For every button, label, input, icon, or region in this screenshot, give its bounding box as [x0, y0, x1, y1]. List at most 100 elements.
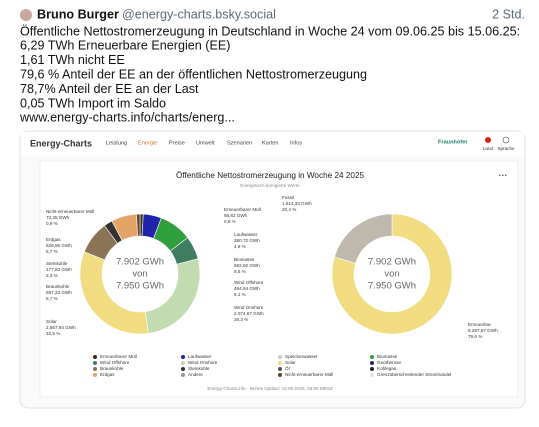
- segment-percent: 0,8 %: [224, 219, 236, 224]
- segment-percent: 0,9 %: [46, 221, 58, 226]
- segment-value: 526,85 GWh: [46, 243, 72, 248]
- center-label: 7.950 GWh: [368, 281, 416, 292]
- segment-percent: 4,8 %: [234, 244, 246, 249]
- menu-item[interactable]: Infos: [290, 140, 302, 146]
- globe[interactable]: [502, 136, 510, 144]
- segment-name: Nicht-erneuerbarer Müll: [46, 209, 94, 214]
- menu-item[interactable]: Karten: [262, 140, 278, 146]
- center-label: von: [384, 269, 399, 280]
- handle[interactable]: @energy-charts.bsky.social: [122, 7, 276, 21]
- segment-name: Wind Offshore: [234, 280, 264, 285]
- sprache[interactable]: Sprache: [497, 146, 515, 151]
- segment-percent: 6,7 %: [46, 249, 58, 254]
- legend-label[interactable]: Geothermie: [377, 360, 401, 365]
- donut-segment: [136, 213, 141, 237]
- segment-value: 177,83 GWh: [46, 267, 72, 272]
- segment-name: Erneuerbarer Müll: [224, 207, 261, 212]
- legend-swatch: [370, 361, 374, 365]
- menu-item[interactable]: Energie: [138, 140, 157, 146]
- segment-value: 2.567,94 GWh: [46, 325, 76, 330]
- donut-segment: [334, 213, 393, 264]
- text-line: 6,29 TWh Erneuerbare Energien (EE): [20, 39, 230, 53]
- segment-value: 682,92 GWh: [234, 263, 260, 268]
- footer: Energy-Charts.info - letztes Update: 16.…: [207, 386, 333, 391]
- legend-swatch: [278, 361, 282, 365]
- legend-label[interactable]: Erneuerbarer Müll: [100, 354, 137, 359]
- segment-value: 484,64 GWh: [234, 286, 260, 291]
- text-line: 79,6 % Anteil der EE an der öffentlichen…: [20, 68, 367, 82]
- text-line: www.energy-charts.info/charts/energ...: [19, 111, 235, 125]
- logo[interactable]: Energy-Charts: [30, 138, 92, 148]
- segment-value: 1.614,33 GWh: [282, 201, 312, 206]
- legend-swatch: [370, 355, 374, 359]
- segment-percent: 6,1 %: [234, 292, 246, 297]
- menu-item[interactable]: Leistung: [106, 140, 127, 146]
- legend-swatch: [181, 373, 185, 377]
- segment-name: Solar: [46, 319, 57, 324]
- legend-swatch: [93, 361, 97, 365]
- legend-label[interactable]: Wind Offshore: [100, 360, 130, 365]
- legend-swatch: [278, 373, 282, 377]
- flag[interactable]: [485, 137, 491, 143]
- segment-percent: 32,5 %: [46, 331, 60, 336]
- menu-item[interactable]: Preise: [169, 140, 185, 146]
- avatar[interactable]: [20, 9, 32, 21]
- segment-name: Fossil: [282, 195, 294, 200]
- menu-item[interactable]: Umwelt: [196, 140, 215, 146]
- legend-label[interactable]: Braunkohle: [100, 366, 124, 371]
- legend-swatch: [278, 367, 282, 371]
- segment-percent: 8,6 %: [234, 269, 246, 274]
- segment-name: Erdgas: [46, 237, 61, 242]
- brand: Fraunhofer: [438, 139, 468, 145]
- legend-label[interactable]: Speicherwasser: [285, 354, 318, 359]
- text-line: 0,05 TWh Import im Saldo: [20, 96, 166, 110]
- segment-name: Biomasse: [234, 257, 255, 262]
- author[interactable]: Bruno Burger: [37, 7, 119, 21]
- segment-name: Wind Onshore: [234, 305, 264, 310]
- menu: Leistung Energie Preise Umwelt Szenarien Kart…: [106, 140, 302, 146]
- segment-percent: 2,3 %: [46, 273, 58, 278]
- segment-value: 380,72 GWh: [234, 238, 260, 243]
- legend-swatch: [93, 355, 97, 359]
- legend-label[interactable]: Erdgas: [100, 372, 115, 377]
- legend-label[interactable]: Andere: [188, 372, 203, 377]
- segment-value: 73,35 GWh: [46, 215, 70, 220]
- legend-label[interactable]: Öl: [285, 365, 290, 371]
- segment-value: 2.074,67 GWh: [234, 311, 264, 316]
- legend-swatch: [370, 373, 374, 377]
- legend-label[interactable]: Wind Onshore: [188, 360, 218, 365]
- legend-swatch: [278, 355, 282, 359]
- legend-label[interactable]: Steinkohle: [188, 366, 210, 371]
- segment-name: Braunkohle: [46, 284, 70, 289]
- legend-swatch: [93, 373, 97, 377]
- text-line: 78,7% Anteil der EE an der Last: [20, 82, 199, 96]
- land[interactable]: Land: [483, 146, 494, 151]
- text-line: Öffentliche Nettostromerzeugung in Deuts…: [20, 24, 520, 38]
- segment-percent: 79,6 %: [468, 334, 482, 339]
- legend-label[interactable]: Nicht-erneuerbarer Müll: [285, 372, 333, 377]
- time[interactable]: 2 Std.: [492, 7, 525, 21]
- donut-segment: [331, 213, 453, 335]
- legend-label[interactable]: Grenzüberschreitender Stromhandel: [377, 372, 451, 377]
- segment-percent: 20,4 %: [282, 207, 296, 212]
- nav-bar: [21, 132, 524, 156]
- segment-percent: 8,7 %: [46, 296, 58, 301]
- legend-label[interactable]: Biomasse: [377, 354, 398, 359]
- legend-swatch: [370, 367, 374, 371]
- segment-value: 6.287,67 GWh: [468, 328, 498, 333]
- segment-value: 687,23 GWh: [46, 290, 72, 295]
- center-label: 7.950 GWh: [116, 281, 164, 292]
- menu-item[interactable]: Szenarien: [227, 140, 252, 146]
- segment-name: Steinkohle: [46, 261, 68, 266]
- legend-label[interactable]: Kohlegas: [377, 366, 397, 371]
- menu-dots[interactable]: ···: [499, 170, 508, 180]
- segment-percent: 26,3 %: [234, 317, 248, 322]
- chart-title: Öffentliche Nettostromerzeugung in Woche…: [176, 170, 365, 180]
- legend-swatch: [181, 355, 185, 359]
- legend-label[interactable]: Laufwasser: [188, 354, 212, 359]
- segment-value: 66,82 GWh: [224, 213, 248, 218]
- legend-label[interactable]: Solar: [285, 360, 296, 365]
- post-text: Öffentliche Nettostromerzeugung in Deuts…: [19, 24, 520, 124]
